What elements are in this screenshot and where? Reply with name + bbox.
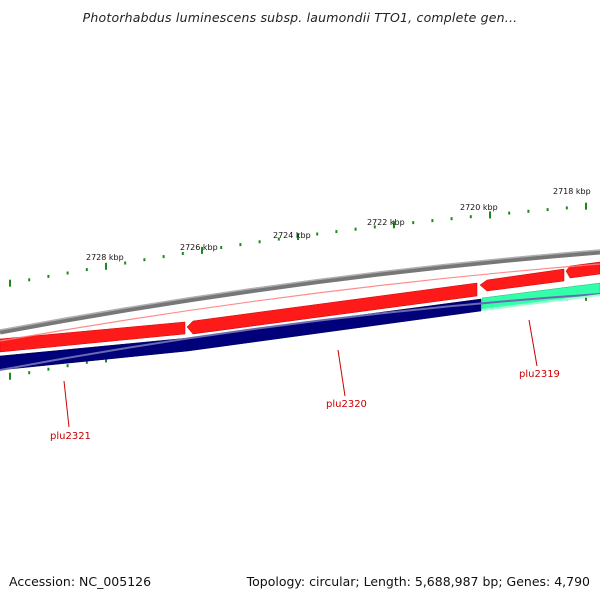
map-title: Photorhabdus luminescens subsp. laumondi… <box>82 10 518 25</box>
accession-text: Accession: NC_005126 <box>9 574 152 589</box>
cds-reverse-plu2319[interactable] <box>481 282 600 311</box>
ruler-label: 2728 kbp <box>86 253 124 262</box>
cds-forward-plu2321[interactable] <box>0 321 186 353</box>
cds-forward-plu2319[interactable] <box>479 268 565 292</box>
ruler-label: 2724 kbp <box>273 231 311 240</box>
ruler-label: 2726 kbp <box>180 243 218 252</box>
cds-reverse-plu2320[interactable] <box>187 298 482 352</box>
gene-label-plu2319[interactable]: plu2319 <box>519 369 560 380</box>
ruler-label: 2720 kbp <box>460 203 498 212</box>
gene-label-plu2320[interactable]: plu2320 <box>326 399 367 410</box>
cds-forward-plu2320[interactable] <box>186 282 478 335</box>
reverse-strand-track <box>0 282 600 371</box>
gene-label-plu2321[interactable]: plu2321 <box>50 431 91 442</box>
ruler-label: 2722 kbp <box>367 218 405 227</box>
gene-leaders <box>63 319 538 428</box>
genome-stats-text: Topology: circular; Length: 5,688,987 bp… <box>246 574 590 589</box>
backbone-track <box>0 249 600 335</box>
gene-labels: plu2321 plu2320 plu2319 <box>50 369 560 442</box>
ruler-label: 2718 kbp <box>553 187 591 196</box>
ruler-labels: 2728 kbp 2726 kbp 2724 kbp 2722 kbp 2720… <box>86 187 591 262</box>
forward-strand-track <box>0 261 600 353</box>
gc-ticks-outer <box>9 202 587 287</box>
